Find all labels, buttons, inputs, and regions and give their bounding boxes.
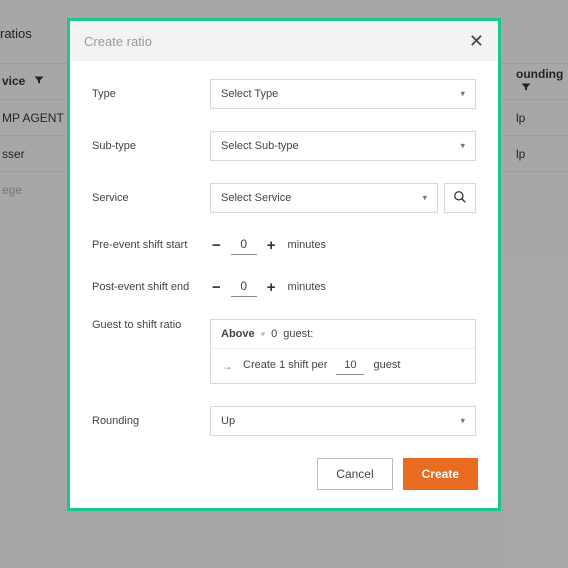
modal-header: Create ratio ✕ <box>70 21 498 61</box>
modal-footer: Cancel Create <box>70 444 498 508</box>
pre-event-value[interactable]: 0 <box>231 235 257 255</box>
plus-icon[interactable]: + <box>265 279 278 296</box>
type-select-value: Select Type <box>221 88 278 100</box>
modal-overlay: Create ratio ✕ Type Select Type ▾ <box>0 0 568 568</box>
label-service: Service <box>92 192 210 204</box>
row-rounding: Rounding Up ▾ <box>92 406 476 436</box>
label-post-event: Post-event shift end <box>92 281 210 293</box>
rounding-select-value: Up <box>221 415 235 427</box>
arrow-right-icon: → <box>221 359 233 373</box>
minus-icon[interactable]: − <box>210 237 223 254</box>
chevron-down-icon: ▾ <box>460 416 465 427</box>
label-pre-event: Pre-event shift start <box>92 239 210 251</box>
service-select-value: Select Service <box>221 192 291 204</box>
ratio-above-label: Above <box>221 328 255 340</box>
unit-label: minutes <box>288 239 327 251</box>
label-sub-type: Sub-type <box>92 140 210 152</box>
post-event-stepper: − 0 + minutes <box>210 277 476 297</box>
unit-label: minutes <box>288 281 327 293</box>
row-sub-type: Sub-type Select Sub-type ▾ <box>92 131 476 161</box>
chevron-down-icon[interactable]: ▾ <box>261 329 266 340</box>
ratio-create-prefix: Create 1 shift per <box>243 359 327 371</box>
ratio-above-count: 0 <box>271 328 277 340</box>
ratio-per-value[interactable]: 10 <box>336 357 364 375</box>
label-rounding: Rounding <box>92 415 210 427</box>
chevron-down-icon: ▾ <box>422 193 427 204</box>
row-service: Service Select Service ▾ <box>92 183 476 213</box>
cancel-button-label: Cancel <box>336 467 373 481</box>
chevron-down-icon: ▾ <box>460 89 465 100</box>
sub-type-select[interactable]: Select Sub-type ▾ <box>210 131 476 161</box>
ratio-head: Above ▾ 0 guest: <box>211 320 475 349</box>
pre-event-stepper: − 0 + minutes <box>210 235 476 255</box>
rounding-select[interactable]: Up ▾ <box>210 406 476 436</box>
modal-body: Type Select Type ▾ Sub-type Select Sub-t… <box>70 61 498 444</box>
chevron-down-icon: ▾ <box>460 141 465 152</box>
row-post-event: Post-event shift end − 0 + minutes <box>92 277 476 297</box>
create-ratio-modal: Create ratio ✕ Type Select Type ▾ <box>67 18 501 511</box>
search-button[interactable] <box>444 183 476 213</box>
label-type: Type <box>92 88 210 100</box>
close-icon[interactable]: ✕ <box>469 32 484 50</box>
create-button[interactable]: Create <box>403 458 478 490</box>
cancel-button[interactable]: Cancel <box>317 458 392 490</box>
label-guest-ratio: Guest to shift ratio <box>92 319 210 331</box>
modal-title: Create ratio <box>84 34 152 49</box>
row-guest-ratio: Guest to shift ratio Above ▾ 0 guest: → <box>92 319 476 384</box>
ratio-body: → Create 1 shift per 10 guest <box>211 349 475 383</box>
plus-icon[interactable]: + <box>265 237 278 254</box>
sub-type-select-value: Select Sub-type <box>221 140 299 152</box>
search-icon <box>453 190 467 207</box>
row-pre-event: Pre-event shift start − 0 + minutes <box>92 235 476 255</box>
minus-icon[interactable]: − <box>210 279 223 296</box>
ratio-block: Above ▾ 0 guest: → Create 1 shift per 10 <box>210 319 476 384</box>
create-button-label: Create <box>422 467 459 481</box>
service-select[interactable]: Select Service ▾ <box>210 183 438 213</box>
type-select[interactable]: Select Type ▾ <box>210 79 476 109</box>
ratio-create-suffix: guest <box>374 359 401 371</box>
ratio-guest-suffix: guest: <box>283 328 313 340</box>
post-event-value[interactable]: 0 <box>231 277 257 297</box>
row-type: Type Select Type ▾ <box>92 79 476 109</box>
